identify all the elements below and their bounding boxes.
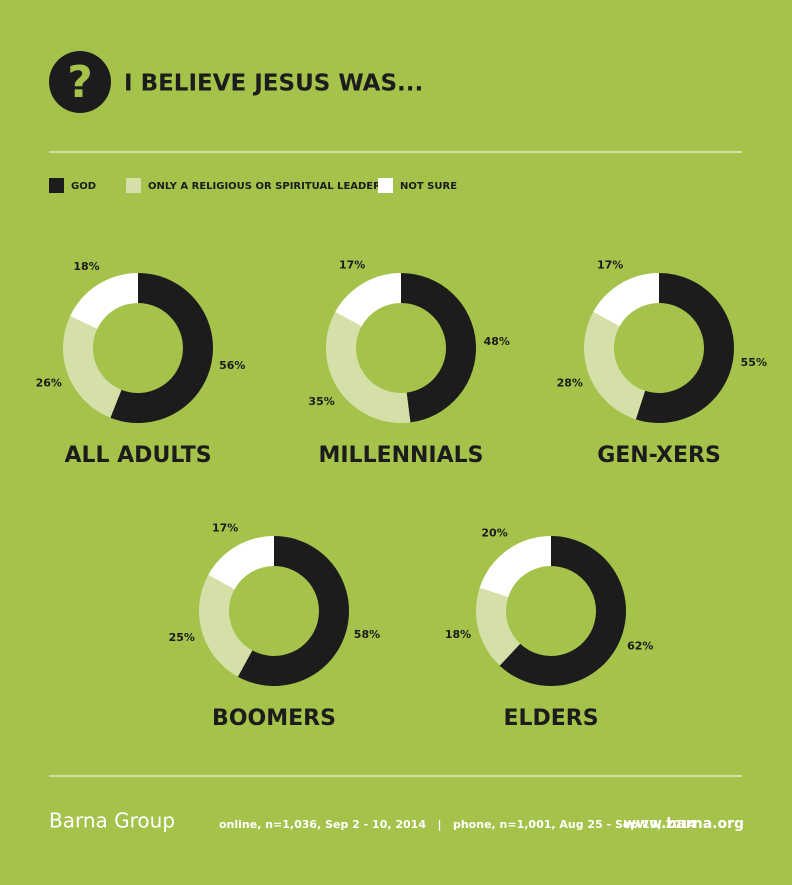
donut-segment <box>479 536 551 598</box>
value-label: 26% <box>36 376 62 389</box>
donut-segment <box>198 574 253 677</box>
chart-title: GEN-XERS <box>597 443 721 468</box>
value-label: 17% <box>212 521 238 534</box>
donut-segment <box>63 316 122 418</box>
source-note: online, n=1,036, Sep 2 - 10, 2014 | phon… <box>219 818 696 831</box>
value-label: 17% <box>597 258 623 271</box>
donut-segment <box>208 536 274 590</box>
value-label: 28% <box>557 376 583 389</box>
value-label: 20% <box>481 526 507 539</box>
value-label: 55% <box>741 356 767 369</box>
value-label: 62% <box>627 639 653 652</box>
chart-title: ALL ADULTS <box>64 443 211 468</box>
value-label: 56% <box>219 359 245 372</box>
donut-segment <box>593 273 659 327</box>
page-title: I BELIEVE JESUS WAS... <box>124 71 423 97</box>
donut-segment <box>70 273 138 329</box>
legend-label: GOD <box>71 181 96 192</box>
value-label: 58% <box>354 628 380 641</box>
donut-segment <box>401 273 477 423</box>
chart-title: BOOMERS <box>212 706 336 731</box>
donut-segment <box>584 311 646 420</box>
legend-label: ONLY A RELIGIOUS OR SPIRITUAL LEADER <box>148 181 381 192</box>
legend-swatch <box>126 178 141 193</box>
legend-swatch <box>49 178 64 193</box>
donut-segment <box>326 311 411 423</box>
value-label: 18% <box>445 628 471 641</box>
value-label: 25% <box>169 631 195 644</box>
brand: Barna Group <box>49 809 175 833</box>
value-label: 17% <box>339 258 365 271</box>
value-label: 18% <box>73 260 99 273</box>
question-icon <box>49 51 111 113</box>
value-label: 35% <box>308 395 334 408</box>
donut-segment <box>237 536 349 686</box>
legend-label: NOT SURE <box>400 181 457 192</box>
icon-text: ? <box>67 57 93 108</box>
donut-segment <box>635 273 735 423</box>
chart-title: MILLENNIALS <box>318 443 483 468</box>
donut-segment <box>499 536 626 686</box>
chart-title: ELDERS <box>503 706 598 731</box>
legend-swatch <box>378 178 393 193</box>
url: www.barna.org <box>623 816 744 832</box>
donut-segment <box>335 273 401 327</box>
donut-segment <box>475 587 521 666</box>
donut-segment <box>110 273 213 424</box>
value-label: 48% <box>484 335 510 348</box>
